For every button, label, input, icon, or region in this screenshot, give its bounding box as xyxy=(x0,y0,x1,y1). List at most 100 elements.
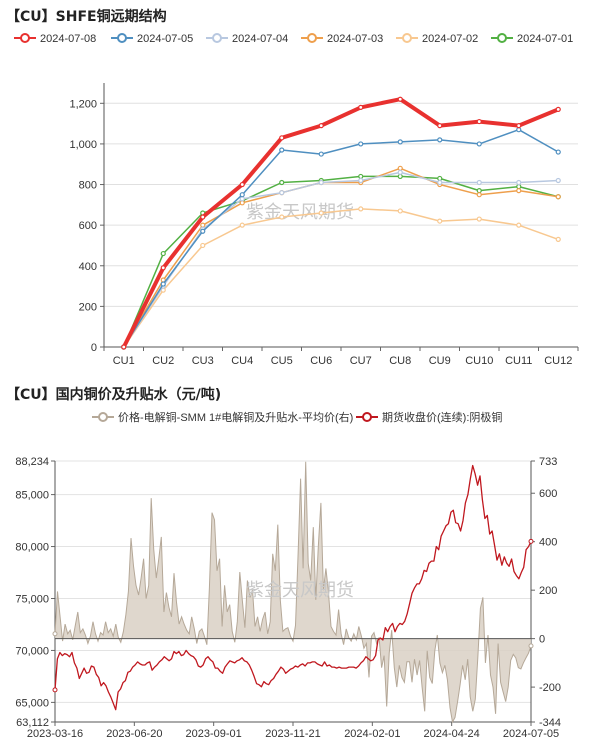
y-tick-label: 600 xyxy=(79,220,97,232)
x-tick-label-CU5: CU5 xyxy=(271,355,293,367)
y-left-tick-label: 65,000 xyxy=(15,697,49,709)
data-point-CU7 xyxy=(358,173,364,180)
data-point-CU12 xyxy=(555,106,561,113)
legend-item-1: 期货收盘价(连续):阴极铜 xyxy=(356,410,502,424)
legend-swatch-marker xyxy=(98,412,108,422)
series-line xyxy=(123,171,559,348)
futures-price-line xyxy=(54,464,532,711)
legend-item-2024-07-02: 2024-07-02 xyxy=(396,33,478,45)
data-point-CU8 xyxy=(397,173,403,180)
y-tick-label: 200 xyxy=(79,301,97,313)
x-tick-label-CU9: CU9 xyxy=(429,355,451,367)
x-tick-label-2023-06-20: 2023-06-20 xyxy=(106,728,162,740)
y-right-tick-label: 600 xyxy=(539,488,557,500)
y-left-tick-label: 80,000 xyxy=(15,542,49,554)
x-tick-label-CU4: CU4 xyxy=(231,355,253,367)
data-point-CU9 xyxy=(437,179,443,186)
data-point-CU5 xyxy=(279,190,285,196)
data-point-CU5 xyxy=(279,147,285,153)
legend-swatch-marker xyxy=(497,33,507,43)
data-point-CU3 xyxy=(200,214,206,220)
y-left-tick-label: 88,234 xyxy=(15,456,49,468)
data-point-CU11 xyxy=(516,127,522,133)
data-point-CU5 xyxy=(279,214,285,220)
data-point-CU4 xyxy=(239,200,245,206)
data-point-CU10 xyxy=(476,188,482,194)
watermark: 紫金天风期货 xyxy=(246,580,354,601)
legend-item-2024-07-08: 2024-07-08 xyxy=(14,33,96,45)
x-tick-label-CU12: CU12 xyxy=(544,355,572,367)
y-left-tick-label: 70,000 xyxy=(15,645,49,657)
x-tick-label-CU7: CU7 xyxy=(350,355,372,367)
premium-area-line xyxy=(54,461,532,724)
data-point-CU10 xyxy=(476,118,482,125)
series-line xyxy=(123,175,559,348)
series-line xyxy=(123,208,559,348)
data-point-CU8 xyxy=(397,165,403,171)
data-point-CU6 xyxy=(318,123,324,129)
data-point-CU12 xyxy=(555,194,561,200)
x-tick-label-CU11: CU11 xyxy=(505,355,532,367)
data-point-CU10 xyxy=(476,179,482,186)
data-point-CU7 xyxy=(358,177,364,184)
legend-item-2024-07-03: 2024-07-03 xyxy=(301,33,383,45)
legend-label: 2024-07-04 xyxy=(232,33,288,45)
copper-price-chart: 价格-电解铜-SMM 1#电解铜及升贴水-平均价(右) 期货收盘价(连续):阴极铜… xyxy=(15,410,561,740)
y-left-tick-label: 85,000 xyxy=(15,490,49,502)
data-point-CU10 xyxy=(476,216,482,222)
x-tick-label-2023-03-16: 2023-03-16 xyxy=(27,728,83,740)
legend-swatch-marker xyxy=(212,33,222,43)
x-tick-label-2023-11-21: 2023-11-21 xyxy=(265,728,320,740)
legend-label: 2024-07-03 xyxy=(327,33,383,45)
data-point-CU3 xyxy=(200,242,206,249)
data-point-CU7 xyxy=(358,104,364,110)
data-point-CU9 xyxy=(437,175,443,182)
y-left-tick-label: 75,000 xyxy=(15,593,49,605)
copper-price-chart-title: 【CU】国内铜价及升贴水（元/吨) xyxy=(6,387,222,403)
data-point-CU6 xyxy=(318,179,324,186)
y-tick-label: 400 xyxy=(79,261,97,273)
y-right-tick-label: 733 xyxy=(539,456,557,468)
data-point-CU3 xyxy=(200,222,206,228)
legend-swatch-marker xyxy=(20,33,30,43)
data-point-CU4 xyxy=(239,192,245,198)
data-point-CU5 xyxy=(279,135,285,141)
legend-item-2024-07-04: 2024-07-04 xyxy=(206,33,288,45)
data-point-CU5 xyxy=(279,179,285,186)
x-tick-label-CU6: CU6 xyxy=(310,355,332,367)
y-tick-label: 800 xyxy=(79,180,97,192)
forward-structure-chart: 2024-07-08 2024-07-05 2024-07-04 2024-07-03… xyxy=(14,33,579,367)
data-point-CU9 xyxy=(437,123,443,129)
x-tick-label-CU8: CU8 xyxy=(389,355,411,367)
x-tick-label-CU3: CU3 xyxy=(192,355,214,367)
data-point-CU6 xyxy=(318,210,324,216)
data-point-CU8 xyxy=(397,96,403,102)
watermark: 紫金天风期货 xyxy=(246,202,354,223)
data-point-CU10 xyxy=(476,192,482,198)
series-line xyxy=(123,128,559,348)
data-point-CU12 xyxy=(555,177,561,184)
data-point-CU4 xyxy=(239,222,245,228)
data-point-CU7 xyxy=(358,206,364,212)
data-point-CU6 xyxy=(318,151,324,157)
data-point-CU11 xyxy=(516,188,522,194)
data-point-CU10 xyxy=(476,141,482,147)
legend-label: 期货收盘价(连续):阴极铜 xyxy=(382,410,502,424)
legend-label: 2024-07-08 xyxy=(40,33,96,45)
futures-price-point xyxy=(528,538,534,544)
legend-item-2024-07-05: 2024-07-05 xyxy=(111,33,193,45)
data-point-CU3 xyxy=(200,228,206,234)
data-point-CU2 xyxy=(160,281,166,287)
data-point-CU2 xyxy=(160,250,166,257)
y-right-tick-label: 400 xyxy=(539,537,557,549)
series-2024-07-08 xyxy=(121,96,561,350)
legend-label: 2024-07-01 xyxy=(517,33,573,45)
x-tick-label-2024-07-05: 2024-07-05 xyxy=(503,728,559,740)
x-tick-label-CU1: CU1 xyxy=(113,355,135,367)
data-point-CU11 xyxy=(516,183,522,190)
series-line xyxy=(122,97,560,348)
x-tick-label-2024-04-24: 2024-04-24 xyxy=(424,728,480,740)
data-point-CU11 xyxy=(516,123,522,129)
legend-label: 价格-电解铜-SMM 1#电解铜及升贴水-平均价(右) xyxy=(118,410,353,424)
y-tick-label: 1,200 xyxy=(69,98,97,110)
